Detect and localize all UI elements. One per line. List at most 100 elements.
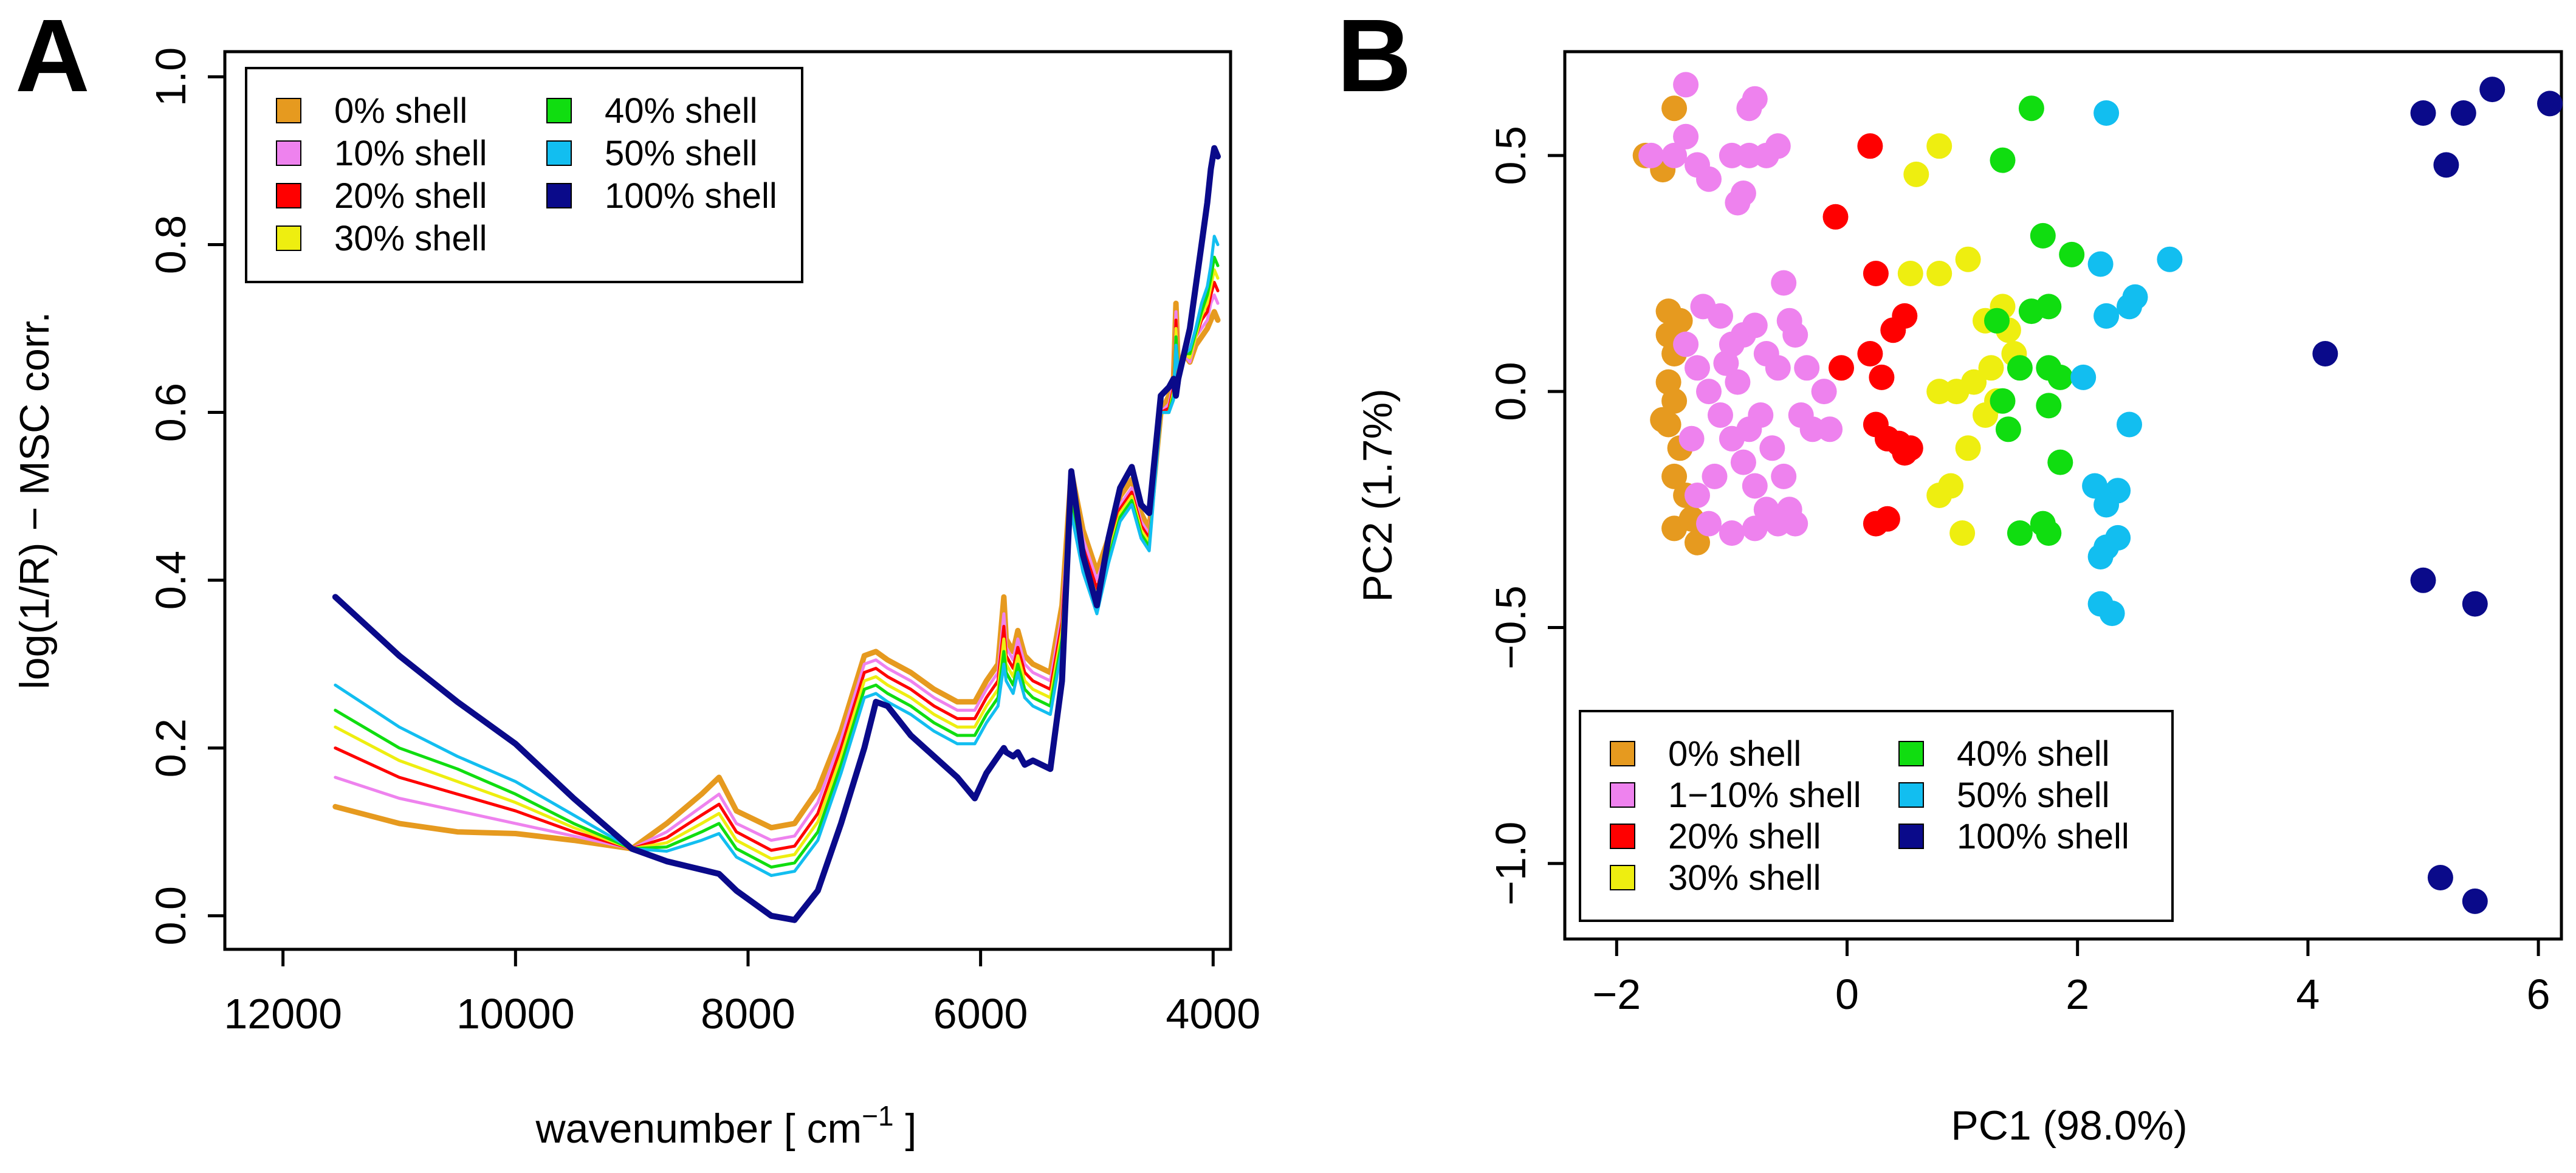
scatter-point-1 [1638, 142, 1664, 168]
scatter-point-5 [2117, 294, 2142, 320]
scatter-point-6 [2479, 77, 2506, 103]
scatter-point-3 [1973, 402, 1998, 428]
legend-label: 40% shell [605, 91, 757, 131]
scatter-point-1 [1685, 483, 1710, 508]
scatter-point-4 [1990, 388, 2016, 414]
y-tick-label: −1.0 [1487, 822, 1534, 906]
scatter-point-2 [1829, 355, 1854, 381]
legend-label: 10% shell [334, 134, 487, 173]
x-tick-label: 12000 [224, 990, 342, 1037]
legend-label: 20% shell [1668, 817, 1821, 856]
scatter-point-5 [2082, 473, 2108, 499]
panel-b-scatter-points [1632, 72, 2563, 914]
legend-label: 100% shell [605, 176, 777, 216]
scatter-point-1 [1782, 511, 1808, 537]
scatter-point-6 [2462, 591, 2488, 617]
y-tick-label: 0.0 [147, 886, 194, 945]
legend-swatch [1610, 741, 1635, 766]
scatter-point-6 [2450, 100, 2476, 126]
panel-a-y-axis: 0.0 0.2 0.4 0.6 0.8 1.0 [147, 47, 227, 945]
scatter-point-1 [1742, 86, 1768, 112]
scatter-point-3 [1926, 261, 1953, 286]
scatter-point-5 [2087, 544, 2114, 569]
legend-box [245, 67, 803, 283]
scatter-point-1 [1817, 416, 1843, 442]
x-tick-label: 2 [2066, 971, 2089, 1018]
x-tick-label: 6000 [933, 990, 1028, 1037]
series-line-6 [332, 145, 1221, 923]
scatter-point-1 [1771, 270, 1797, 296]
legend-swatch [276, 98, 301, 123]
scatter-point-1 [1696, 379, 1722, 405]
panel-b-x-axis-title: PC1 (98.0%) [1951, 1102, 2187, 1149]
scatter-point-1 [1719, 520, 1745, 546]
y-tick-label: 0.4 [147, 551, 194, 610]
x-tick-label: 8000 [701, 990, 795, 1037]
scatter-point-3 [1926, 379, 1953, 405]
scatter-point-2 [1857, 133, 1883, 159]
panel-a: A 12000 10000 8000 6000 4000 0.0 0.2 0.4 0.6 0.8… [12, 0, 1260, 1152]
scatter-point-1 [1730, 449, 1756, 475]
scatter-point-1 [1742, 473, 1768, 499]
scatter-point-3 [1949, 520, 1976, 546]
panel-a-series-lines [332, 145, 1221, 923]
y-tick-label: 0.2 [147, 718, 194, 777]
legend-swatch [1898, 824, 1924, 849]
x-tick-label: 0 [1835, 971, 1859, 1018]
scatter-point-5 [2099, 600, 2125, 627]
panel-b-x-axis: −2 0 2 4 6 [1592, 937, 2550, 1018]
scatter-point-1 [1725, 190, 1751, 216]
x-tick-label: 6 [2527, 971, 2550, 1018]
panel-b-y-axis: 0.5 0.0 −0.5 −1.0 [1487, 126, 1567, 906]
scatter-point-0 [1661, 388, 1688, 414]
scatter-point-1 [1702, 463, 1728, 489]
panel-a-x-axis-title: wavenumber [ cm−1 ] [535, 1100, 917, 1152]
scatter-point-1 [1708, 402, 1733, 428]
scatter-point-2 [1874, 506, 1900, 532]
legend-box [1579, 710, 2174, 922]
legend-swatch [276, 225, 301, 251]
y-tick-label: −0.5 [1487, 585, 1534, 669]
scatter-point-3 [1926, 133, 1953, 159]
scatter-point-4 [2047, 364, 2073, 390]
x-tick-label: 10000 [456, 990, 575, 1037]
scatter-point-1 [1765, 355, 1791, 381]
scatter-point-1 [1725, 369, 1751, 395]
legend-swatch [1610, 865, 1635, 890]
panel-a-letter: A [15, 0, 90, 114]
scatter-point-5 [2087, 251, 2114, 277]
legend-swatch [546, 140, 572, 166]
x-tick-label: 4000 [1166, 990, 1260, 1037]
scatter-point-1 [1708, 303, 1733, 329]
scatter-point-1 [1759, 435, 1785, 461]
panel-a-x-axis: 12000 10000 8000 6000 4000 [224, 948, 1260, 1037]
panel-b-letter: B [1337, 0, 1412, 114]
scatter-point-4 [2018, 298, 2044, 325]
scatter-point-4 [2047, 449, 2073, 475]
scatter-point-1 [1678, 425, 1705, 452]
scatter-point-6 [2410, 567, 2436, 593]
legend-label: 30% shell [334, 219, 487, 258]
scatter-point-1 [1696, 166, 1722, 192]
scatter-point-2 [1897, 435, 1923, 461]
legend-label: 50% shell [1957, 776, 2109, 815]
scatter-point-1 [1661, 142, 1688, 168]
scatter-point-1 [1696, 511, 1722, 537]
legend-label: 30% shell [1668, 858, 1821, 898]
scatter-point-0 [1685, 529, 1710, 556]
legend-swatch [1610, 782, 1635, 808]
scatter-point-3 [1897, 261, 1923, 286]
legend-label: 0% shell [1668, 734, 1801, 774]
scatter-point-5 [2093, 100, 2120, 126]
scatter-point-3 [1903, 161, 1929, 187]
series-line-5 [334, 235, 1220, 877]
scatter-point-2 [1857, 341, 1883, 366]
scatter-point-1 [1673, 72, 1699, 98]
scatter-point-5 [2093, 492, 2120, 518]
panel-a-y-axis-title: log(1/R) − MSC corr. [12, 312, 58, 690]
scatter-point-1 [1673, 331, 1699, 357]
scatter-point-4 [2059, 241, 2085, 267]
x-tick-label: 4 [2296, 971, 2320, 1018]
scatter-point-2 [1880, 317, 1906, 343]
scatter-point-4 [2007, 520, 2033, 546]
